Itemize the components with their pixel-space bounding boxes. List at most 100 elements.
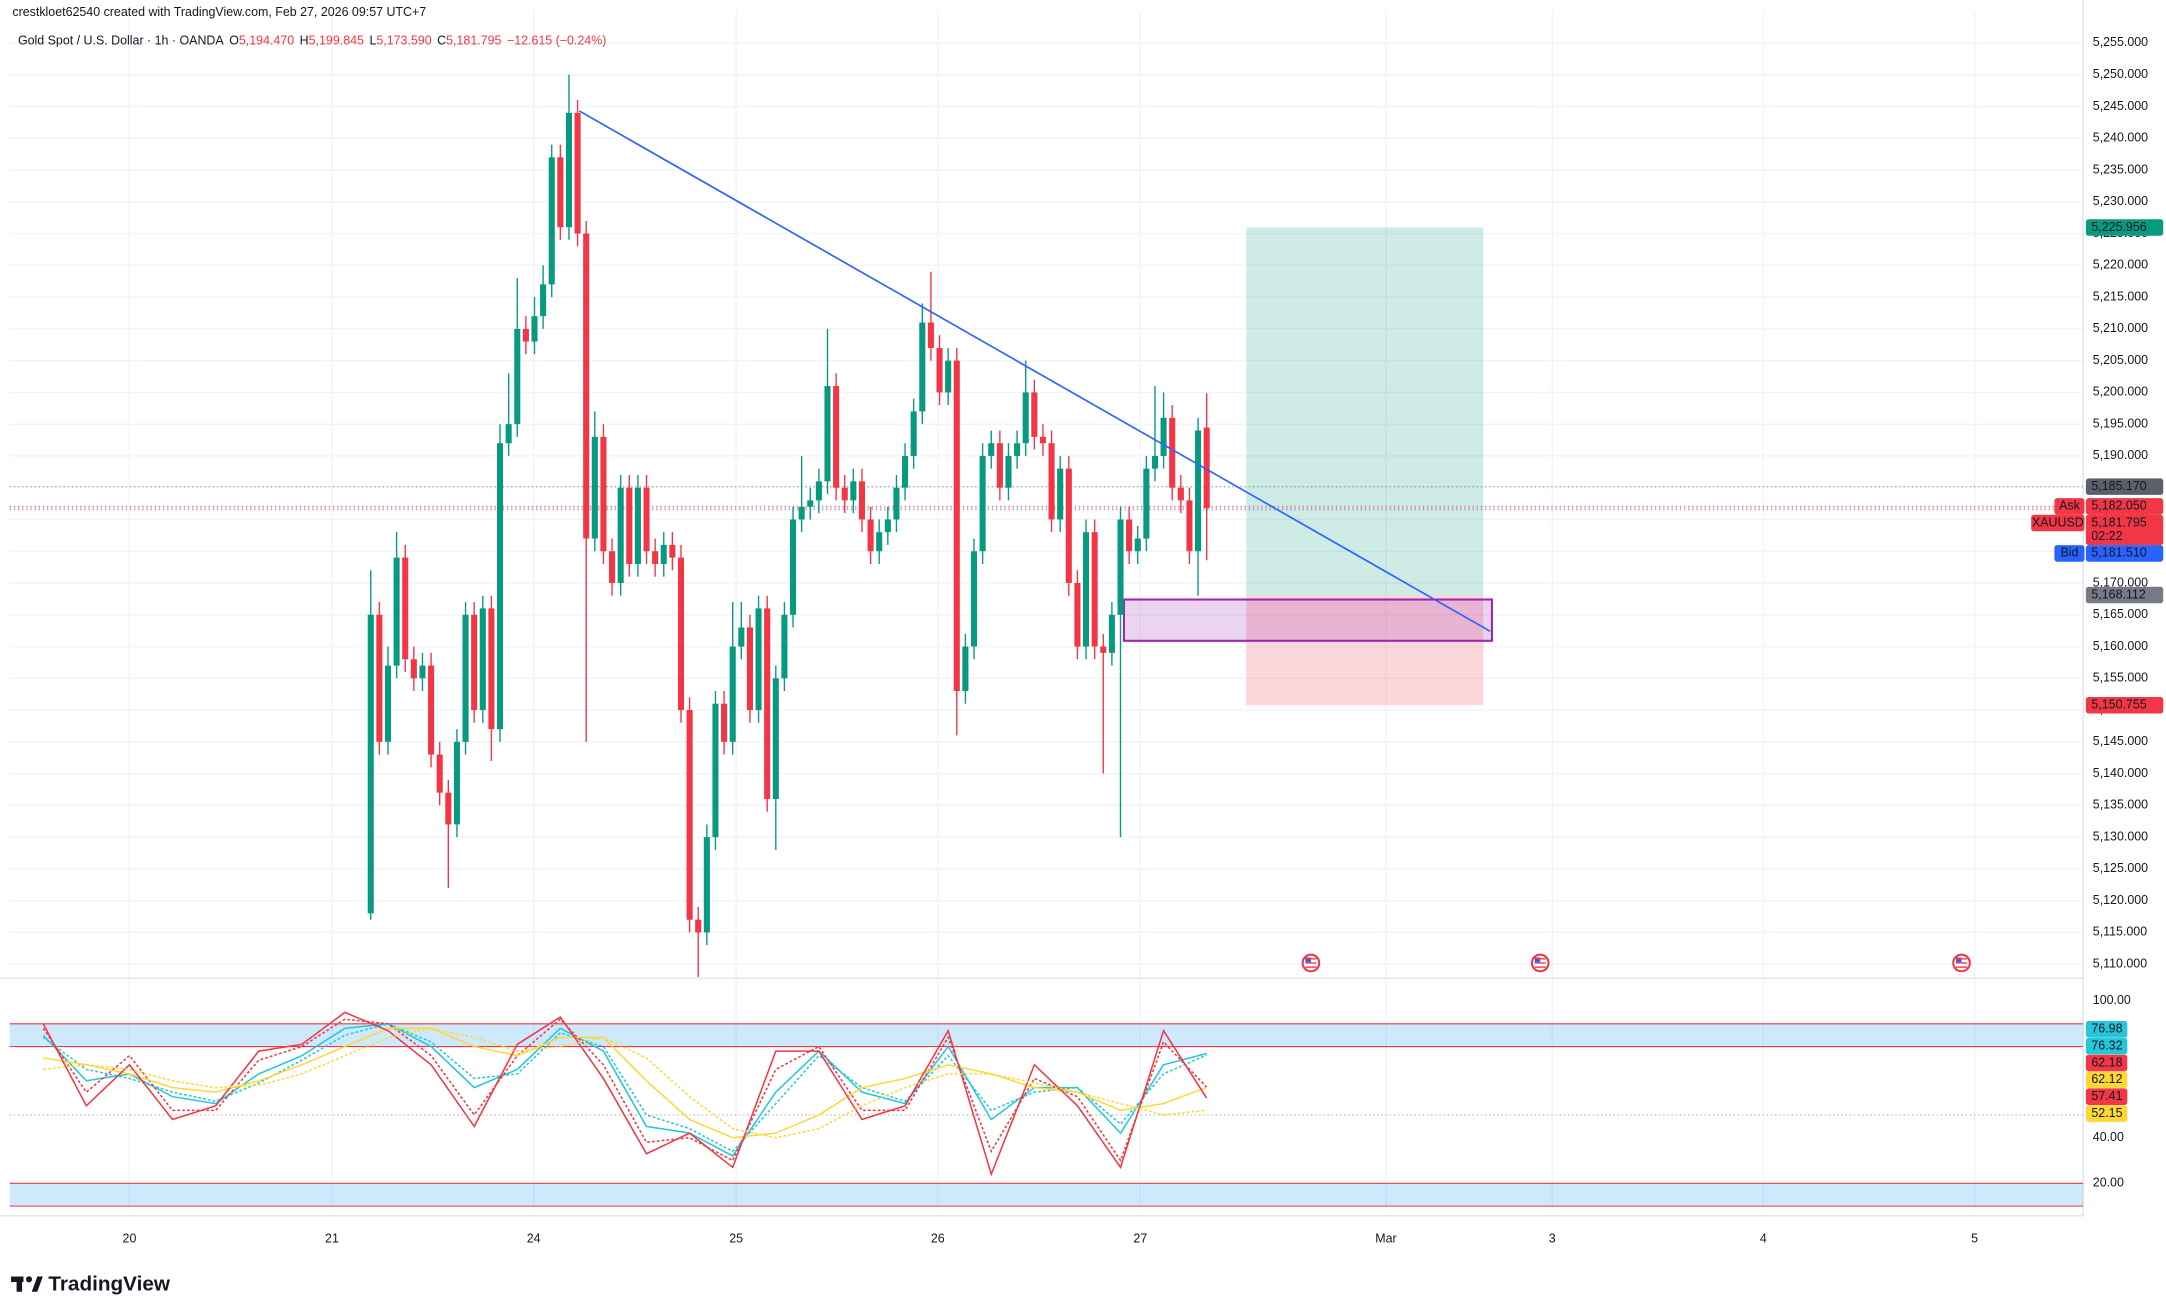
price-tick-label: 5,110.000 xyxy=(2093,956,2147,970)
position-target-box xyxy=(2085,219,2164,236)
candle-body xyxy=(522,328,529,342)
oscillator-value-label: 62.18 xyxy=(2091,1055,2122,1069)
target-zone xyxy=(1246,227,1484,595)
candle-body xyxy=(514,328,521,425)
time-tick-label: 25 xyxy=(729,1232,743,1246)
price-tick-label: 5,135.000 xyxy=(2093,798,2148,812)
oscillator-line xyxy=(42,1011,1208,1177)
time-tick-label: 3 xyxy=(1549,1232,1556,1246)
price-tick-label: 5,165.000 xyxy=(2093,607,2148,621)
candle-body xyxy=(945,360,952,393)
oscillator-band xyxy=(9,1183,2084,1207)
time-tick-label: 24 xyxy=(527,1232,541,1246)
event-flag xyxy=(1530,953,1550,973)
candle-body xyxy=(789,519,797,615)
ohlc-key: H xyxy=(300,34,309,48)
price-label: 5,181.510 xyxy=(2091,546,2146,560)
time-tick-label: 5 xyxy=(1971,1232,1978,1246)
time-tick-label: 27 xyxy=(1133,1232,1147,1246)
candle-body xyxy=(609,551,616,583)
price-tick-label: 5,245.000 xyxy=(2093,99,2148,113)
ohlc-value: 5,199.845 xyxy=(309,34,364,48)
candle-body xyxy=(677,557,685,711)
time-tick-label: 26 xyxy=(931,1232,945,1246)
symbol-name: Gold Spot / U.S. Dollar · 1h · OANDA xyxy=(18,34,224,48)
candle-body xyxy=(419,665,426,679)
candle-body xyxy=(738,627,745,647)
logo-slash xyxy=(31,1276,43,1292)
countdown: 02:22 xyxy=(2091,529,2122,543)
candle-body xyxy=(410,659,417,679)
candle-body xyxy=(1074,582,1081,647)
candle-body xyxy=(1022,392,1029,444)
candle-body xyxy=(764,608,771,800)
candle-body xyxy=(453,741,460,825)
position-stop-label: 5,150.755 xyxy=(2091,698,2146,712)
time-tick-label: 4 xyxy=(1760,1232,1767,1246)
candle-body xyxy=(462,614,469,742)
candle-body xyxy=(1065,468,1072,583)
candle-body xyxy=(807,500,814,507)
ohlc-key: C xyxy=(437,34,446,48)
candle-body xyxy=(1005,455,1012,488)
flag-canton xyxy=(1305,957,1311,963)
candle-body xyxy=(1048,443,1055,520)
candle-body xyxy=(1082,532,1090,647)
price-tick-label: 5,155.000 xyxy=(2093,671,2148,685)
price-label-box xyxy=(2085,514,2164,546)
price-name: Bid xyxy=(2060,546,2078,560)
oscillator-line xyxy=(43,1027,1207,1139)
candle-body xyxy=(531,316,538,342)
candle-body xyxy=(660,544,667,564)
position-stop-box xyxy=(2085,696,2164,714)
oscillator-line xyxy=(42,1022,1207,1153)
candle-body xyxy=(1014,443,1021,456)
oscillator-value-box xyxy=(2085,1020,2128,1038)
price-name: XAUUSD xyxy=(2032,515,2084,529)
candle-body xyxy=(505,424,512,444)
tradingview-logo: TradingView xyxy=(11,1272,171,1295)
oscillator-value-box xyxy=(2085,1071,2128,1089)
change-value: −12.615 (−0.24%) xyxy=(507,34,606,48)
price-tick-label: 5,255.000 xyxy=(2093,35,2148,49)
price-label-box xyxy=(2085,498,2164,515)
candle-body xyxy=(643,487,650,552)
price-tick-label: 5,170.000 xyxy=(2093,575,2148,589)
candle-body xyxy=(1108,614,1115,653)
logo-dot xyxy=(25,1276,33,1283)
price-tick-label: 5,145.000 xyxy=(2093,734,2148,748)
candle-body xyxy=(634,487,641,564)
candle-body xyxy=(815,481,822,501)
ohlc-value: 5,173.590 xyxy=(376,34,431,48)
candle-body xyxy=(1186,500,1193,552)
oscillator-line xyxy=(43,1027,1207,1139)
candle-body xyxy=(686,710,693,920)
candle-body xyxy=(1203,427,1210,509)
candle-body xyxy=(1151,455,1159,469)
flag-canton xyxy=(1534,957,1541,963)
candle-body xyxy=(703,837,710,933)
candle-body xyxy=(927,322,934,348)
candle-body xyxy=(557,157,564,228)
candle-body xyxy=(488,608,495,730)
candle-body xyxy=(376,614,383,742)
candle-body xyxy=(962,646,969,692)
candle-body xyxy=(565,112,573,228)
candle-body xyxy=(850,481,857,501)
candle-body xyxy=(1177,487,1184,501)
time-tick-label: 20 xyxy=(123,1232,137,1246)
candle-body xyxy=(1169,417,1176,488)
candle-body xyxy=(617,487,624,583)
candle-body xyxy=(746,627,753,711)
ohlc-key: L xyxy=(369,34,376,48)
candle-body xyxy=(574,112,581,234)
price-label-box xyxy=(2085,478,2164,495)
oscillator-tick-label: 100.00 xyxy=(2093,993,2131,1007)
candle-body xyxy=(824,386,831,482)
price-label-box xyxy=(2085,545,2164,562)
candle-body xyxy=(591,436,598,539)
candle-body xyxy=(876,532,883,552)
